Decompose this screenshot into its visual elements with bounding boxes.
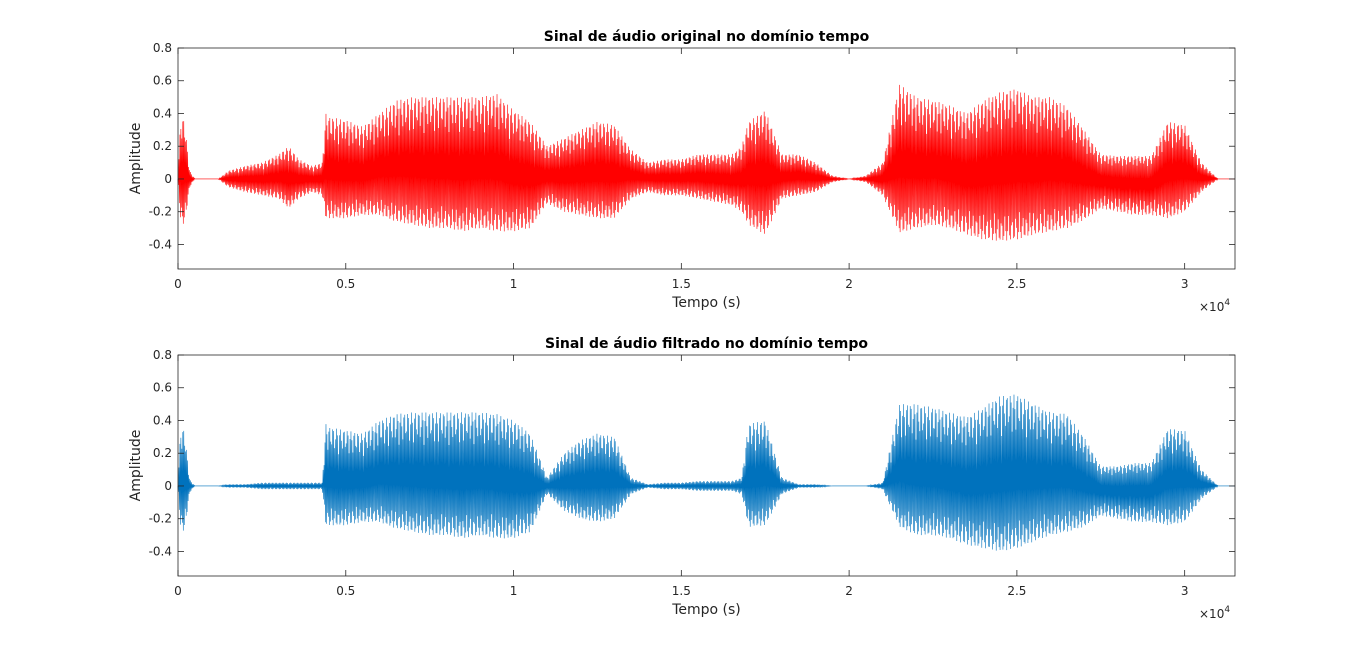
x-tick-label: 0 bbox=[174, 277, 182, 291]
y-tick-label: 0.2 bbox=[153, 446, 172, 460]
x-tick-label: 1.5 bbox=[672, 277, 691, 291]
x-ticks: 0 0.5 1 1.5 2 2.5 3 bbox=[174, 355, 1188, 598]
signal-line bbox=[177, 394, 1235, 551]
x-axis-label: Tempo (s) bbox=[671, 602, 741, 618]
x-tick-label: 2.5 bbox=[1007, 277, 1026, 291]
x-ticks: 0 0.5 1 1.5 2 2.5 3 bbox=[174, 48, 1188, 291]
x-exponent-power: 4 bbox=[1224, 605, 1230, 615]
original-signal-trace bbox=[177, 84, 1235, 241]
x-exponent-power: 4 bbox=[1224, 298, 1230, 308]
y-tick-label: 0.8 bbox=[153, 348, 172, 362]
y-ticks: -0.4 -0.2 0 0.2 0.4 0.6 0.8 bbox=[149, 348, 1235, 558]
y-tick-label: 0 bbox=[164, 172, 172, 186]
x-tick-label: 3 bbox=[1181, 277, 1189, 291]
chart-title: Sinal de áudio original no domínio tempo bbox=[544, 29, 870, 45]
filtered-signal-trace bbox=[177, 394, 1235, 551]
x-tick-label: 2 bbox=[845, 277, 853, 291]
y-axis-label: Amplitude bbox=[128, 430, 144, 502]
y-tick-label: -0.4 bbox=[149, 544, 172, 558]
x-tick-label: 2 bbox=[845, 584, 853, 598]
y-tick-label: -0.2 bbox=[149, 205, 172, 219]
chart-title: Sinal de áudio filtrado no domínio tempo bbox=[545, 336, 868, 352]
y-axis-label: Amplitude bbox=[128, 123, 144, 195]
y-tick-label: -0.2 bbox=[149, 512, 172, 526]
axes-frame bbox=[177, 47, 1236, 270]
x-tick-label: 0.5 bbox=[336, 277, 355, 291]
axes-frame bbox=[177, 354, 1236, 577]
x-tick-label: 0 bbox=[174, 584, 182, 598]
y-tick-label: 0.2 bbox=[153, 139, 172, 153]
y-tick-label: 0.8 bbox=[153, 41, 172, 55]
x-tick-label: 0.5 bbox=[336, 584, 355, 598]
x-tick-label: 1 bbox=[510, 584, 518, 598]
y-tick-label: 0.4 bbox=[153, 106, 172, 120]
x-tick-label: 2.5 bbox=[1007, 584, 1026, 598]
original-signal-axes: 0 0.5 1 1.5 2 2.5 3 -0.4 -0.2 0 0.2 0.4 0.6 0.8 Sina… bbox=[128, 29, 1236, 314]
x-exponent-label: ×104 bbox=[1199, 605, 1230, 621]
y-tick-label: -0.4 bbox=[149, 237, 172, 251]
y-tick-label: 0.6 bbox=[153, 381, 172, 395]
y-tick-label: 0.4 bbox=[153, 413, 172, 427]
filtered-signal-axes: 0 0.5 1 1.5 2 2.5 3 -0.4 -0.2 0 0.2 0.4 0.6 0.8 Sina… bbox=[128, 336, 1236, 621]
x-exponent-label: ×104 bbox=[1199, 298, 1230, 314]
x-axis-label: Tempo (s) bbox=[671, 295, 741, 311]
signal-line bbox=[177, 84, 1235, 241]
x-tick-label: 1.5 bbox=[672, 584, 691, 598]
y-tick-label: 0.6 bbox=[153, 74, 172, 88]
x-exponent-base: ×10 bbox=[1199, 607, 1224, 621]
x-tick-label: 3 bbox=[1181, 584, 1189, 598]
y-ticks: -0.4 -0.2 0 0.2 0.4 0.6 0.8 bbox=[149, 41, 1235, 251]
y-tick-label: 0 bbox=[164, 479, 172, 493]
x-exponent-base: ×10 bbox=[1199, 300, 1224, 314]
x-tick-label: 1 bbox=[510, 277, 518, 291]
